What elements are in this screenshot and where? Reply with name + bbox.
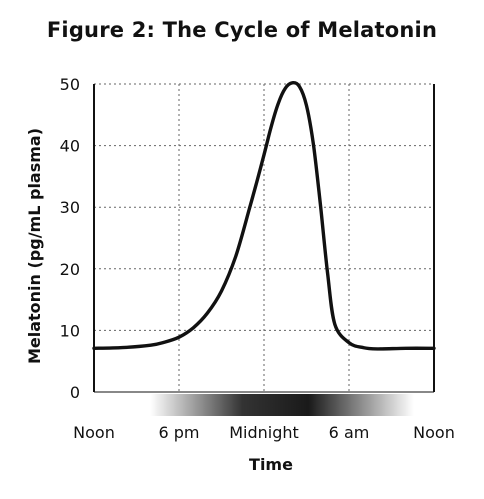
y-tick-label: 40 [60, 137, 80, 156]
y-axis-title: Melatonin (pg/mL plasma) [25, 128, 44, 364]
melatonin-series-line [92, 81, 436, 351]
grid [94, 83, 434, 392]
y-tick-label: 0 [70, 383, 80, 402]
chart-title: Figure 2: The Cycle of Melatonin [46, 18, 438, 42]
axes [93, 84, 435, 393]
x-tick-label: 6 pm [158, 423, 199, 442]
x-tick-label: Midnight [229, 423, 299, 442]
x-axis-title: Time [249, 455, 293, 474]
x-tick-label: 6 am [329, 423, 370, 442]
x-tick-labels: Noon 6 pm Midnight 6 am Noon [73, 423, 455, 442]
night-shading [150, 394, 414, 416]
x-tick-label: Noon [413, 423, 455, 442]
y-tick-label: 10 [60, 321, 80, 340]
y-tick-labels: 0 10 20 30 40 50 [60, 75, 80, 402]
x-tick-label: Noon [73, 423, 115, 442]
y-tick-label: 50 [60, 75, 80, 94]
y-tick-label: 20 [60, 260, 80, 279]
y-tick-label: 30 [60, 198, 80, 217]
